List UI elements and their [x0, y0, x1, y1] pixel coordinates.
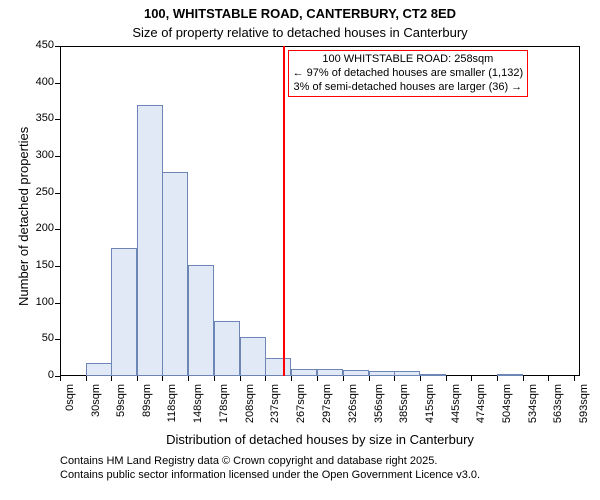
y-tick-label: 150 [26, 259, 54, 271]
y-tick-label: 0 [26, 369, 54, 381]
x-tick-label: 534sqm [527, 384, 539, 432]
x-tick-mark [317, 376, 318, 381]
y-tick-mark [55, 193, 60, 194]
annotation-line: ← 97% of detached houses are smaller (1,… [293, 67, 524, 81]
x-tick-label: 326sqm [347, 384, 359, 432]
attribution-text: Contains HM Land Registry data © Crown c… [60, 454, 480, 483]
x-tick-mark [497, 376, 498, 381]
y-tick-mark [55, 303, 60, 304]
annotation-line: 3% of semi-detached houses are larger (3… [293, 81, 524, 95]
y-tick-mark [55, 266, 60, 267]
histogram-bar [497, 374, 523, 376]
x-tick-mark [523, 376, 524, 381]
x-tick-label: 267sqm [295, 384, 307, 432]
axis-line [60, 46, 61, 376]
x-tick-label: 563sqm [552, 384, 564, 432]
annotation-line: 100 WHITSTABLE ROAD: 258sqm [293, 53, 524, 67]
histogram-bar [111, 248, 137, 376]
x-tick-label: 89sqm [141, 384, 153, 432]
plot-area: 100 WHITSTABLE ROAD: 258sqm← 97% of deta… [60, 46, 580, 376]
title-main: 100, WHITSTABLE ROAD, CANTERBURY, CT2 8E… [0, 6, 600, 21]
histogram-bar [420, 374, 446, 376]
x-tick-label: 0sqm [64, 384, 76, 432]
y-tick-label: 350 [26, 112, 54, 124]
histogram-bar [317, 369, 343, 376]
y-tick-label: 400 [26, 76, 54, 88]
x-tick-mark [446, 376, 447, 381]
x-tick-label: 504sqm [501, 384, 513, 432]
x-tick-mark [420, 376, 421, 381]
histogram-bar [369, 371, 395, 376]
x-tick-label: 415sqm [424, 384, 436, 432]
axis-line [579, 46, 580, 376]
y-tick-label: 300 [26, 149, 54, 161]
x-tick-mark [574, 376, 575, 381]
x-tick-label: 148sqm [192, 384, 204, 432]
y-tick-mark [55, 156, 60, 157]
histogram-bar [240, 337, 266, 376]
x-tick-mark [214, 376, 215, 381]
y-tick-mark [55, 339, 60, 340]
x-tick-mark [471, 376, 472, 381]
x-tick-label: 385sqm [398, 384, 410, 432]
x-tick-mark [265, 376, 266, 381]
y-tick-label: 200 [26, 222, 54, 234]
y-tick-label: 50 [26, 332, 54, 344]
histogram-bar [137, 105, 163, 376]
x-tick-mark [137, 376, 138, 381]
y-tick-label: 250 [26, 186, 54, 198]
x-tick-label: 593sqm [578, 384, 590, 432]
x-tick-mark [86, 376, 87, 381]
x-tick-label: 178sqm [218, 384, 230, 432]
histogram-bar [162, 172, 188, 376]
x-tick-mark [369, 376, 370, 381]
x-tick-label: 30sqm [90, 384, 102, 432]
x-tick-mark [548, 376, 549, 381]
histogram-bar [214, 321, 240, 376]
x-tick-label: 297sqm [321, 384, 333, 432]
y-tick-mark [55, 119, 60, 120]
histogram-bar [188, 265, 214, 376]
y-tick-mark [55, 46, 60, 47]
x-tick-mark [111, 376, 112, 381]
x-tick-label: 474sqm [475, 384, 487, 432]
attribution-line: Contains HM Land Registry data © Crown c… [60, 454, 480, 468]
histogram-bar [343, 370, 369, 376]
x-tick-mark [162, 376, 163, 381]
x-tick-label: 208sqm [244, 384, 256, 432]
x-tick-mark [343, 376, 344, 381]
attribution-line: Contains public sector information licen… [60, 468, 480, 482]
x-tick-mark [60, 376, 61, 381]
y-tick-mark [55, 83, 60, 84]
axis-line [60, 46, 580, 47]
histogram-bar [394, 371, 420, 376]
x-tick-mark [291, 376, 292, 381]
y-tick-label: 450 [26, 39, 54, 51]
y-tick-label: 100 [26, 296, 54, 308]
x-tick-label: 356sqm [373, 384, 385, 432]
x-tick-label: 237sqm [269, 384, 281, 432]
x-tick-mark [394, 376, 395, 381]
histogram-bar [291, 369, 317, 376]
x-tick-mark [188, 376, 189, 381]
x-tick-label: 59sqm [115, 384, 127, 432]
title-sub: Size of property relative to detached ho… [0, 25, 600, 40]
histogram-bar [265, 358, 291, 376]
x-axis-label: Distribution of detached houses by size … [60, 432, 580, 447]
histogram-bar [86, 363, 112, 376]
x-tick-label: 445sqm [450, 384, 462, 432]
x-tick-label: 118sqm [166, 384, 178, 432]
x-tick-mark [240, 376, 241, 381]
annotation-box: 100 WHITSTABLE ROAD: 258sqm← 97% of deta… [288, 50, 529, 97]
y-tick-mark [55, 229, 60, 230]
marker-line [283, 46, 285, 376]
